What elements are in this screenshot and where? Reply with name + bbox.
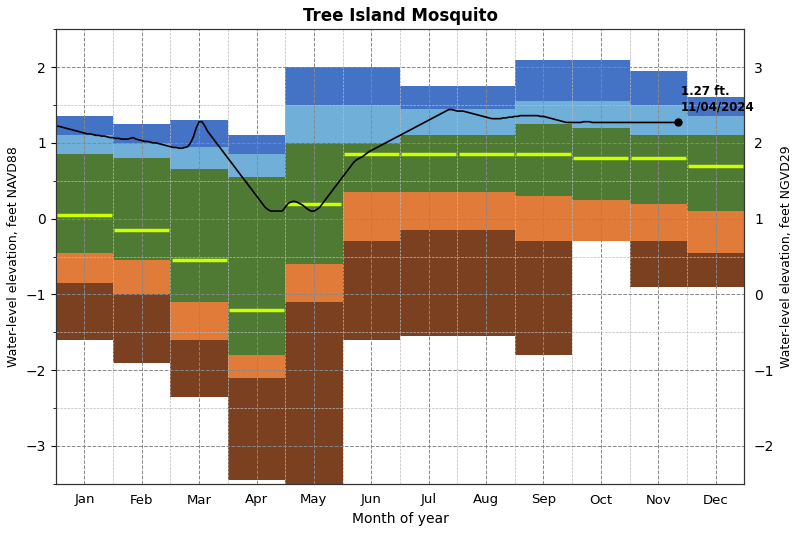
Bar (400, 230, 458, 336)
Bar (572, 101, 630, 128)
Bar (286, 302, 342, 484)
Bar (113, 158, 170, 260)
Bar (56, 283, 113, 340)
Bar (400, 109, 458, 135)
Bar (687, 116, 744, 135)
Bar (630, 241, 687, 287)
Bar (458, 135, 514, 192)
Bar (228, 355, 286, 378)
Bar (56, 116, 113, 135)
Bar (286, 105, 342, 143)
Bar (458, 109, 514, 135)
Title: Tree Island Mosquito: Tree Island Mosquito (302, 7, 498, 25)
Bar (514, 101, 572, 124)
Bar (514, 124, 572, 196)
Bar (572, 128, 630, 200)
Bar (228, 135, 286, 154)
Bar (572, 60, 630, 101)
Bar (170, 147, 228, 169)
Bar (400, 192, 458, 230)
Bar (170, 302, 228, 340)
Text: 1.27 ft.
11/04/2024: 1.27 ft. 11/04/2024 (681, 85, 755, 114)
Bar (630, 71, 687, 105)
Bar (400, 135, 458, 192)
Bar (687, 253, 744, 287)
Bar (113, 143, 170, 158)
Bar (687, 135, 744, 211)
Bar (630, 105, 687, 135)
Bar (514, 60, 572, 101)
Bar (572, 200, 630, 241)
Bar (342, 241, 400, 340)
Bar (170, 120, 228, 147)
Bar (228, 154, 286, 177)
Y-axis label: Water-level elevation, feet NGVD29: Water-level elevation, feet NGVD29 (780, 145, 793, 368)
Bar (458, 230, 514, 336)
Bar (458, 86, 514, 109)
Bar (56, 253, 113, 283)
Bar (113, 294, 170, 362)
Bar (56, 154, 113, 253)
Bar (458, 192, 514, 230)
Bar (286, 143, 342, 264)
Bar (56, 135, 113, 154)
Bar (113, 260, 170, 294)
Bar (400, 86, 458, 109)
Bar (514, 196, 572, 241)
Bar (514, 241, 572, 355)
Bar (342, 143, 400, 192)
Bar (170, 169, 228, 302)
Bar (342, 192, 400, 241)
Bar (687, 211, 744, 253)
Bar (630, 135, 687, 204)
Bar (286, 67, 342, 105)
Bar (113, 124, 170, 143)
Bar (342, 105, 400, 143)
Bar (170, 340, 228, 397)
Bar (228, 177, 286, 355)
Bar (630, 204, 687, 241)
X-axis label: Month of year: Month of year (351, 512, 449, 526)
Bar (342, 67, 400, 105)
Bar (687, 98, 744, 116)
Bar (286, 264, 342, 302)
Bar (228, 378, 286, 480)
Y-axis label: Water-level elevation, feet NAVD88: Water-level elevation, feet NAVD88 (7, 146, 20, 367)
